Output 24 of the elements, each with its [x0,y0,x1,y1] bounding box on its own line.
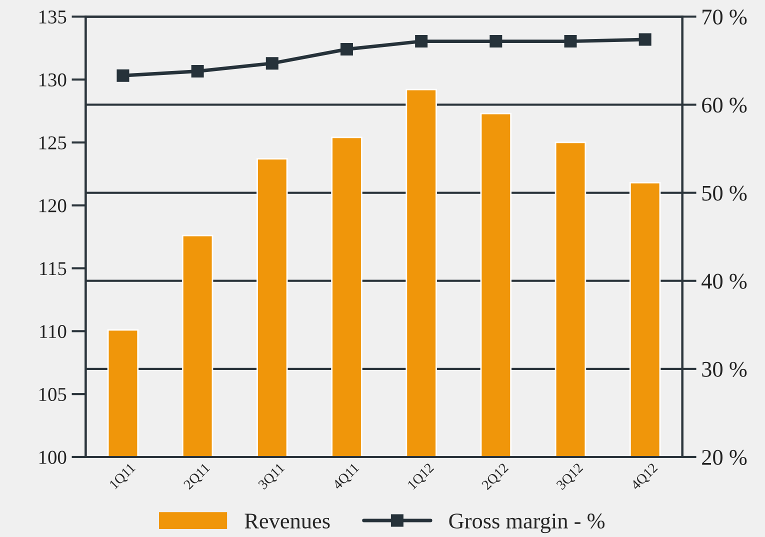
point [564,35,577,48]
y2-tick-label: 60 % [702,98,747,113]
y2-tick-label: 70 % [702,10,747,25]
point [191,65,204,78]
point [490,35,502,48]
y-tick-label: 105 [39,388,66,402]
point [415,35,428,48]
y-tick-label: 130 [39,73,66,86]
point [116,69,130,82]
point [340,42,353,56]
legend-label: Revenues [244,514,330,529]
y2-tick-label: 20 % [702,450,747,465]
y-tick-label: 100 [39,450,66,464]
y-tick-label: 110 [40,324,66,338]
y-tick-label: 120 [39,199,66,212]
y2-tick-label: 50 % [702,186,747,201]
point [638,33,652,46]
y-tick-label: 135 [39,10,66,24]
y2-tick-label: 30 % [702,362,747,377]
y-tick-label: 115 [40,262,66,276]
legend-label: Gross margin - % [449,514,605,534]
point [266,57,278,70]
y2-tick-label: 40 % [702,274,747,289]
y-tick-label: 125 [39,136,66,150]
